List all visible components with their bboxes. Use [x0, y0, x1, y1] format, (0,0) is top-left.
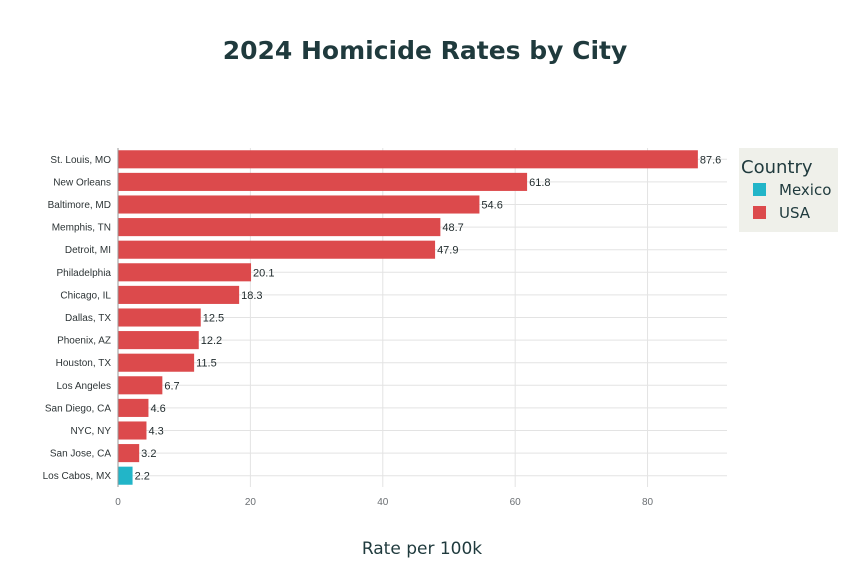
legend-entries[interactable]: Mexico USA [753, 181, 831, 222]
legend-label: Mexico [779, 181, 831, 199]
bar[interactable] [118, 376, 163, 395]
legend-label: USA [779, 204, 811, 222]
y-tick-label: NYC, NY [70, 426, 111, 437]
y-tick-label: St. Louis, MO [50, 155, 111, 166]
data-label: 4.3 [148, 426, 163, 438]
legend-swatch [753, 206, 766, 219]
data-label: 48.7 [442, 222, 463, 234]
y-tick-label: Los Cabos, MX [43, 471, 112, 482]
data-label: 11.5 [196, 358, 217, 370]
data-label: 18.3 [241, 290, 262, 302]
bar[interactable] [118, 263, 252, 282]
data-label: 4.6 [150, 403, 165, 415]
y-tick-label: Houston, TX [56, 358, 112, 369]
bar[interactable] [118, 398, 149, 417]
bar[interactable] [118, 444, 140, 463]
y-tick-label: Philadelphia [57, 268, 112, 279]
data-label: 47.9 [437, 245, 458, 257]
bars [118, 150, 698, 485]
legend-title: Country [741, 157, 813, 178]
data-label: 87.6 [700, 154, 721, 166]
y-tick-label: Phoenix, AZ [57, 336, 111, 347]
data-label: 20.1 [253, 267, 274, 279]
y-tick-label: Los Angeles [57, 381, 112, 392]
y-tick-label: Detroit, MI [65, 245, 111, 256]
y-tick-label: New Orleans [53, 177, 111, 188]
legend[interactable]: Country Mexico USA [739, 148, 838, 232]
data-label: 61.8 [529, 177, 550, 189]
y-tick-label: Dallas, TX [65, 313, 111, 324]
chart-title: 2024 Homicide Rates by City [223, 36, 628, 65]
x-tick-label: 0 [115, 497, 121, 508]
bar[interactable] [118, 240, 436, 259]
y-tick-label: Chicago, IL [60, 290, 111, 301]
data-label: 2.2 [135, 471, 150, 483]
bar[interactable] [118, 331, 199, 350]
x-tick-label: 80 [642, 497, 654, 508]
y-tick-label: San Jose, CA [50, 449, 111, 460]
bar[interactable] [118, 353, 195, 372]
data-label: 6.7 [164, 380, 179, 392]
x-axis-title: Rate per 100k [362, 539, 482, 559]
bar[interactable] [118, 421, 147, 440]
legend-swatch [753, 183, 766, 196]
bar[interactable] [118, 218, 441, 237]
data-label: 54.6 [481, 200, 502, 212]
y-tick-label: San Diego, CA [45, 403, 111, 414]
bar[interactable] [118, 172, 528, 191]
x-tick-label: 40 [377, 497, 389, 508]
x-tick-label: 20 [245, 497, 257, 508]
y-tick-label: Memphis, TN [52, 223, 111, 234]
bar[interactable] [118, 285, 240, 304]
y-axis: St. Louis, MO New Orleans Baltimore, MD Mem… [43, 148, 119, 487]
bar[interactable] [118, 195, 480, 214]
x-tick-label: 60 [510, 497, 522, 508]
y-tick-label: Baltimore, MD [48, 200, 111, 211]
data-label: 3.2 [141, 448, 156, 460]
bar[interactable] [118, 150, 698, 169]
data-label: 12.5 [203, 313, 224, 325]
bar[interactable] [118, 308, 201, 327]
data-label: 12.2 [201, 335, 222, 347]
x-axis: 0 20 40 60 80 [115, 497, 653, 508]
bar[interactable] [118, 466, 133, 485]
data-labels: 87.6 61.8 54.6 48.7 47.9 20.1 18.3 12.5 12.2 11.5… [135, 154, 722, 482]
